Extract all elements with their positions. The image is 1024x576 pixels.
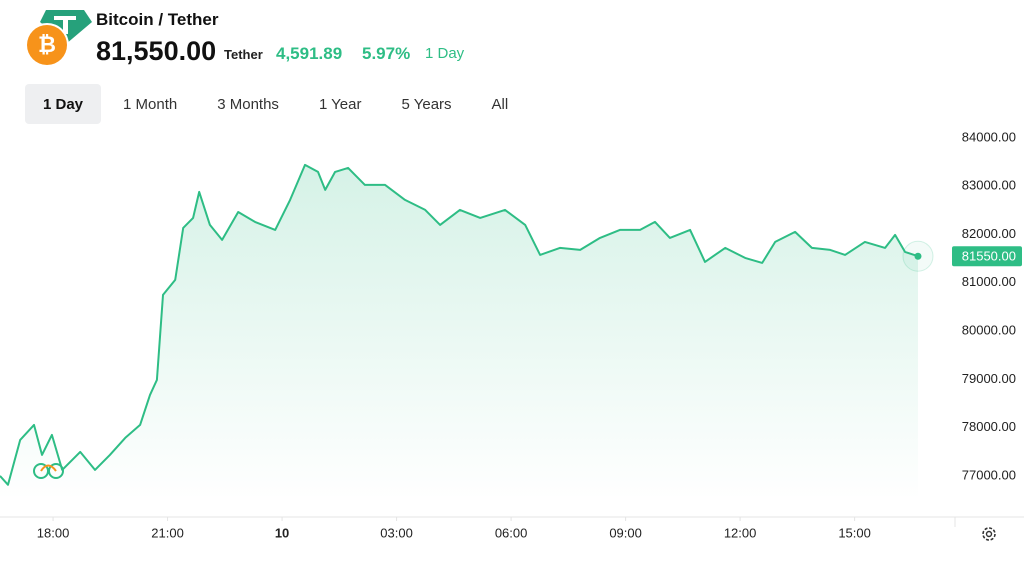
change: 4,591.89 [276, 44, 343, 63]
price: 81,550.00 [96, 36, 217, 66]
settings-icon[interactable] [982, 527, 996, 541]
range-button[interactable]: All [474, 84, 527, 124]
range-button[interactable]: 3 Months [199, 84, 297, 124]
x-tick-label: 06:00 [495, 525, 528, 540]
y-tick-label: 84000.00 [962, 129, 1016, 144]
period: 1 Day [425, 45, 465, 62]
y-tick-label: 80000.00 [962, 322, 1016, 337]
y-tick-label: 82000.00 [962, 226, 1016, 241]
price-line [0, 163, 919, 486]
x-tick-label: 10 [275, 525, 289, 540]
change-percent: 5.97% [362, 44, 411, 63]
y-tick-label: 81000.00 [962, 274, 1016, 289]
x-tick-label: 15:00 [838, 525, 871, 540]
price-tag [952, 246, 1022, 267]
pair-title: Bitcoin / Tether [96, 10, 219, 29]
x-tick-label: 18:00 [37, 525, 70, 540]
y-tick-label: 79000.00 [962, 371, 1016, 386]
bitcoin-icon: ₿ [25, 23, 69, 67]
y-tick-label: 77000.00 [962, 467, 1016, 482]
x-tick-label: 03:00 [380, 525, 413, 540]
svg-text:₿: ₿ [38, 32, 56, 57]
tether-icon [40, 10, 92, 44]
x-tick-label: 21:00 [151, 525, 184, 540]
x-tick-label: 09:00 [609, 525, 642, 540]
quote-currency: Tether [224, 47, 263, 62]
range-button[interactable]: 5 Years [383, 84, 469, 124]
last-point [914, 252, 922, 260]
range-button[interactable]: 1 Day [25, 84, 102, 124]
range-button[interactable]: 1 Year [301, 84, 380, 124]
y-tick-label: 83000.00 [962, 178, 1016, 193]
area [0, 164, 918, 500]
range-selector: 1 Day 1 Month 3 Months 1 Year 5 Years All [25, 84, 530, 124]
price-tag-label: 81550.00 [962, 249, 1016, 264]
y-tick-label: 78000.00 [962, 419, 1016, 434]
range-button[interactable]: 1 Month [105, 84, 195, 124]
x-tick-label: 12:00 [724, 525, 757, 540]
